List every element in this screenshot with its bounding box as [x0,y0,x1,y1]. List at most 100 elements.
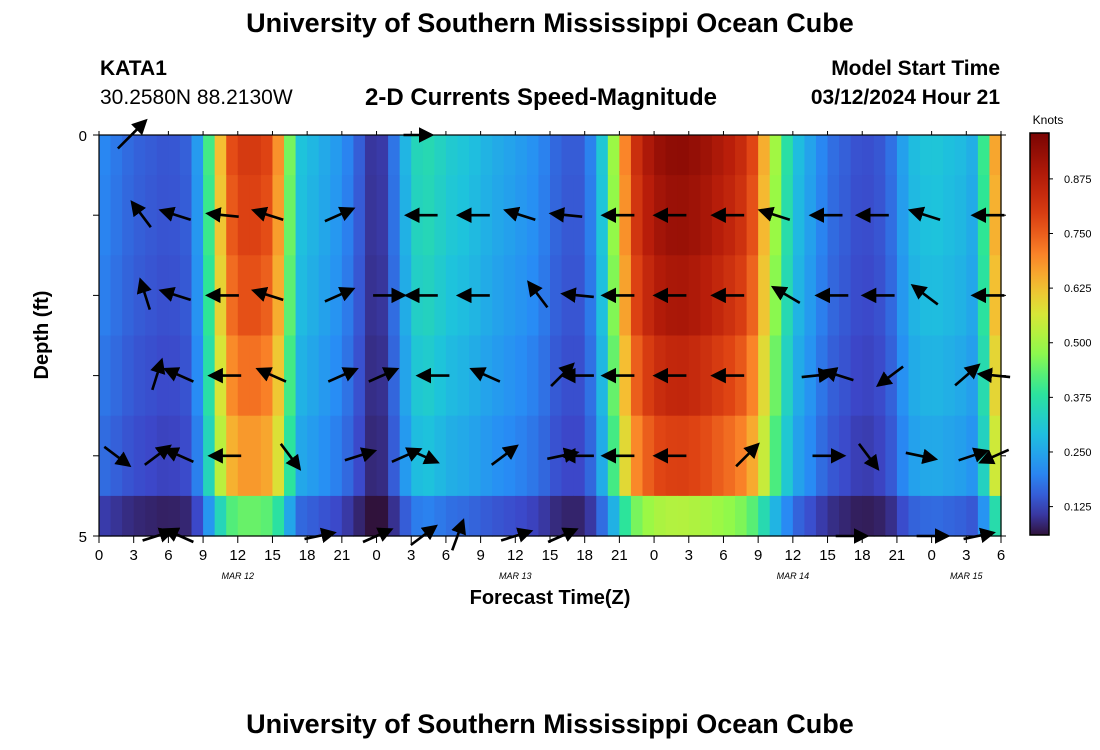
current-vector [976,367,1011,384]
heatmap-cell [723,135,736,176]
heatmap-cell [700,495,713,537]
heatmap-cell [896,335,910,417]
heatmap-cell [480,135,493,176]
heatmap-cell [966,335,979,417]
heatmap-cell [954,335,967,417]
heatmap-cell [723,495,736,537]
heatmap-cell [179,135,193,176]
heatmap-cell [445,335,459,417]
heatmap-cell [353,335,366,417]
x-tick-label: 9 [754,547,762,564]
heatmap-cell [99,255,112,337]
current-vector [250,206,284,222]
heatmap-cell [850,495,863,537]
colorbar-tick-label: 0.125 [1064,502,1092,514]
heatmap-cell [526,175,540,256]
heatmap-cell [896,175,910,256]
heatmap-cell [630,175,644,256]
heatmap-cell [122,335,135,417]
colorbar-tick-label: 0.750 [1064,229,1092,241]
current-vector [757,206,791,222]
heatmap-cell [885,135,898,176]
current-vector [250,286,284,302]
y-tick-label: 5 [79,529,87,546]
heatmap-cell [908,415,921,497]
heatmap-cell [122,495,135,537]
heatmap-cell [954,135,967,176]
heatmap-cell [839,175,852,256]
heatmap-cell [99,175,112,256]
heatmap-cell [526,495,540,537]
heatmap-cell [272,335,285,417]
heatmap-cell [492,135,505,176]
heatmap-cell [295,175,308,256]
heatmap-cell [896,415,910,497]
heatmap-cell [538,495,551,537]
current-vector [344,447,378,463]
heatmap-cell [596,495,609,537]
heatmap-cell [330,135,343,176]
heatmap-cell [977,495,991,537]
heatmap-cell [411,495,424,537]
heatmap-cell [341,495,355,537]
current-vector [910,284,939,306]
heatmap-cell [341,175,355,256]
page-title: University of Southern Mississippi Ocean… [246,8,854,38]
heatmap-cell [249,495,262,537]
heatmap-cell [792,415,806,497]
heatmap-cell [630,135,644,176]
heatmap-cell [156,495,169,537]
heatmap-cell [191,415,204,497]
heatmap-cell [931,495,944,537]
heatmap-cell [353,495,366,537]
current-vector [821,367,854,383]
heatmap-cell [688,415,701,497]
heatmap-cell [99,335,112,417]
colorbar: 0.125 0.250 0.375 0.500 0.625 0.750 0.875 [1029,132,1092,536]
heatmap-cell [665,495,678,537]
heatmap-cell [711,135,725,176]
heatmap-cell [295,335,308,417]
heatmap-cell [931,175,944,256]
current-vector [954,363,981,387]
heatmap-cell [110,495,123,537]
current-vector [327,367,359,383]
heatmap-cell [746,255,759,337]
heatmap-cell [249,255,262,337]
current-vector [324,287,356,303]
heatmap-cell [330,335,343,417]
heatmap-cell [642,135,655,176]
heatmap-cell [110,175,123,256]
heatmap-cell [110,135,123,176]
heatmap-cell [781,175,794,256]
heatmap-cell [758,495,771,537]
heatmap-cell [376,175,389,256]
heatmap-cell [746,135,759,176]
heatmap-cell [977,415,991,497]
heatmap-cell [445,255,459,337]
month-label: MAR 13 [499,571,532,581]
heatmap-cell [249,415,262,497]
heatmap-cell [850,415,863,497]
heatmap-cell [538,135,551,176]
colorbar-tick-label: 0.250 [1064,447,1092,459]
heatmap-cell [943,175,956,256]
x-tick-label: 18 [576,547,593,564]
heatmap-cell [295,495,308,537]
heatmap-cell [584,175,597,256]
heatmap-cell [804,255,817,337]
heatmap-cell [110,255,123,337]
heatmap-cell [515,335,528,417]
heatmap-cell [920,335,933,417]
heatmap-cell [272,255,285,337]
heatmap-cell [318,175,331,256]
heatmap-cell [457,135,470,176]
heatmap-cell [133,495,146,537]
heatmap-cell [700,135,713,176]
heatmap-cell [735,415,748,497]
current-vectors [103,118,1011,551]
heatmap-cell [758,255,771,337]
heatmap-cell [769,255,782,337]
current-vector [978,448,1010,465]
heatmap-cell [908,335,921,417]
